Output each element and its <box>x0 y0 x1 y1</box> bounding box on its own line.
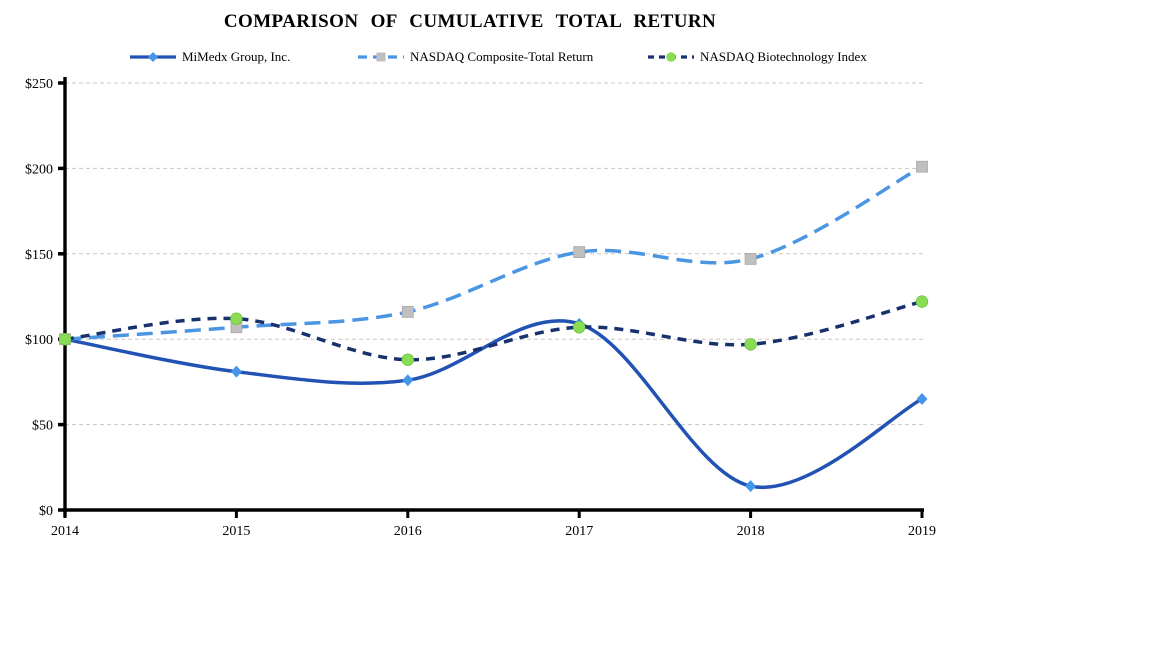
y-tick-label: $100 <box>25 333 53 348</box>
marker-circle-s2-p4 <box>744 338 757 351</box>
mimedx-line-diamond-icon <box>130 50 176 64</box>
marker-square-s1-p4 <box>744 253 757 265</box>
series-line-1 <box>64 165 923 341</box>
x-tick-label: 2015 <box>222 524 250 539</box>
marker-diamond-s0-p2 <box>402 374 414 387</box>
legend-item-nasdaq-biotech: NASDAQ Biotechnology Index <box>648 49 867 65</box>
y-tick-label: $50 <box>32 419 53 434</box>
composite-line-square-icon <box>358 50 404 64</box>
biotech-line-circle-icon <box>648 50 694 64</box>
y-tick-label: $0 <box>39 504 53 519</box>
y-tick-label: $150 <box>25 248 53 263</box>
x-tick-label: 2018 <box>737 524 765 539</box>
x-tick-label: 2016 <box>394 524 422 539</box>
marker-square-s1-p2 <box>401 305 414 318</box>
marker-diamond-s0-p4 <box>745 480 757 493</box>
legend-item-nasdaq-composite: NASDAQ Composite-Total Return <box>358 49 593 65</box>
series-line-0 <box>64 319 923 490</box>
y-tick-label: $200 <box>25 162 53 177</box>
legend-label-mimedx: MiMedx Group, Inc. <box>182 49 291 64</box>
series-line-2 <box>64 299 923 362</box>
legend-item-mimedx: MiMedx Group, Inc. <box>130 49 290 65</box>
x-tick-label: 2017 <box>565 524 593 539</box>
x-tick-label: 2019 <box>908 524 936 539</box>
marker-circle-s2-p5 <box>915 295 929 308</box>
marker-diamond-s0-p1 <box>230 365 242 378</box>
legend-label-nasdaq-biotech: NASDAQ Biotechnology Index <box>700 49 867 64</box>
chart-title: COMPARISON OF CUMULATIVE TOTAL RETURN <box>223 11 717 32</box>
marker-circle-s2-p1 <box>230 312 243 325</box>
marker-square-s1-p3 <box>573 246 586 258</box>
legend-label-nasdaq-composite: NASDAQ Composite-Total Return <box>410 49 594 64</box>
marker-diamond-s0-p5 <box>916 392 928 405</box>
chart-legend: MiMedx Group, Inc. NASDAQ Composite-Tota… <box>0 49 940 67</box>
marker-square-s1-p5 <box>916 160 928 173</box>
marker-circle-s2-p3 <box>573 321 586 334</box>
marker-circle-s2-p0 <box>58 333 72 346</box>
marker-circle-s2-p2 <box>401 353 415 366</box>
x-tick-label: 2014 <box>51 524 79 539</box>
y-tick-label: $250 <box>25 77 53 92</box>
